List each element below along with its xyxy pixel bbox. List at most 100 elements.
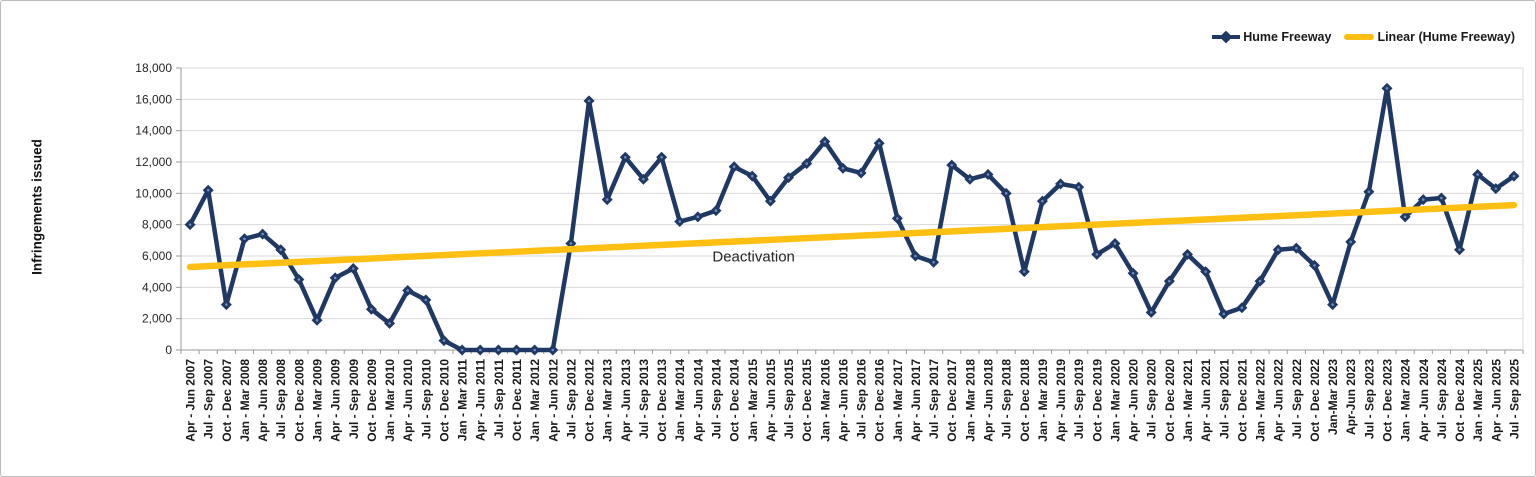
x-tick-label: Jan - Mar 2022 xyxy=(1254,359,1268,442)
y-tick-label: 10,000 xyxy=(135,186,172,200)
x-tick-label: Jan - Mar 2024 xyxy=(1399,359,1413,442)
x-tick-label: Oct - Dec 2020 xyxy=(1163,359,1177,442)
x-tick-label: Jan - Mar 2015 xyxy=(746,359,760,442)
x-tick-label: Jul - Sep 2016 xyxy=(855,359,869,439)
y-tick-label: 6,000 xyxy=(142,249,172,263)
x-tick-label: Apr - Jun 2013 xyxy=(619,359,633,442)
x-tick-label: Jan - Mar 2010 xyxy=(383,359,397,442)
trend-line xyxy=(186,201,1518,271)
x-tick-label: Jul - Sep 2020 xyxy=(1145,359,1159,439)
x-tick-label: Apr - Jun 2011 xyxy=(474,359,488,441)
legend: Hume Freeway Linear (Hume Freeway) xyxy=(1212,30,1515,44)
x-tick-label: Oct - Dec 2021 xyxy=(1235,359,1249,442)
x-tick-label: Jul - Sep 2011 xyxy=(492,359,506,439)
legend-item-hume-freeway: Hume Freeway xyxy=(1212,30,1331,44)
x-tick-label: Oct - Dec 2007 xyxy=(220,359,234,442)
x-tick-label: Apr - Jun 2024 xyxy=(1417,359,1431,442)
x-tick-label: Apr-Jun 2023 xyxy=(1344,359,1358,435)
x-tick-label: Jan - Mar 2014 xyxy=(673,359,687,442)
y-tick-label: 16,000 xyxy=(135,92,172,106)
x-tick-label: Apr - Jun 2025 xyxy=(1489,359,1503,442)
y-axis-labels: 0 2,000 4,000 6,000 8,000 10,000 12,000 14,000 1… xyxy=(135,61,172,357)
x-tick-label: Jul - Sep 2010 xyxy=(419,359,433,439)
x-tick-label: Jul - Sep 2024 xyxy=(1435,359,1449,439)
x-tick-label: Oct - Dec 2012 xyxy=(583,359,597,442)
x-tick-label: Jul - Sep 2008 xyxy=(274,359,288,439)
x-tick-label: Jul - Sep 2017 xyxy=(927,359,941,439)
x-tick-label: Jul - Sep 2022 xyxy=(1290,359,1304,439)
x-axis-labels: Apr - Jun 2007 Jul - Sep 2007 Oct - Dec 20… xyxy=(184,359,1522,442)
legend-label-series: Hume Freeway xyxy=(1243,30,1332,44)
x-tick-label: Oct - Dec 2024 xyxy=(1453,359,1467,442)
x-tick-label: Apr - Jun 2007 xyxy=(184,359,198,442)
x-tick-label: Apr - Jun 2021 xyxy=(1199,359,1213,442)
x-tick-label: Oct - Dec 2010 xyxy=(437,359,451,442)
x-tick-label: Apr - Jun 2008 xyxy=(256,359,270,442)
x-tick-label: Oct - Dec 2008 xyxy=(292,359,306,442)
x-tick-label: Oct - Dec 2009 xyxy=(365,359,379,442)
y-tick-label: 12,000 xyxy=(135,155,172,169)
y-tick-label: 4,000 xyxy=(142,280,172,294)
x-tick-label: Jan - Mar 2009 xyxy=(311,359,325,442)
x-tick-label: Apr - Jun 2015 xyxy=(764,359,778,442)
x-tick-label: Jan - Mar 2020 xyxy=(1108,359,1122,442)
x-tick-label: Jan - Mar 2012 xyxy=(528,359,542,442)
x-tick-label: Jul - Sep 2012 xyxy=(564,359,578,439)
x-tick-label: Jan-Mar 2023 xyxy=(1326,359,1340,435)
x-tick-label: Apr - Jun 2014 xyxy=(691,359,705,442)
x-tick-label: Apr - Jun 2022 xyxy=(1272,359,1286,442)
x-tick-label: Oct - Dec 2019 xyxy=(1090,359,1104,442)
x-tick-label: Apr - Jun 2019 xyxy=(1054,359,1068,442)
y-tick-label: 0 xyxy=(165,343,172,357)
x-tick-label: Jul - Sep 2025 xyxy=(1507,359,1521,439)
x-tick-label: Jul - Sep 2009 xyxy=(347,359,361,439)
x-tick-label: Jul - Sep 2014 xyxy=(709,359,723,439)
x-tick-label: Jul - Sep 2015 xyxy=(782,359,796,439)
legend-item-linear-trend: Linear (Hume Freeway) xyxy=(1344,30,1515,44)
y-tick-label: 14,000 xyxy=(135,124,172,138)
x-tick-label: Jan - Mar 2016 xyxy=(818,359,832,442)
x-tick-label: Oct - Dec 2014 xyxy=(728,359,742,442)
x-tick-label: Oct - Dec 2018 xyxy=(1018,359,1032,442)
y-tick-label: 2,000 xyxy=(142,312,172,326)
x-tick-label: Jan - Mar 2008 xyxy=(238,359,252,442)
legend-line-swatch xyxy=(1212,30,1241,44)
legend-label-trend: Linear (Hume Freeway) xyxy=(1377,30,1515,44)
y-tick-label: 8,000 xyxy=(142,218,172,232)
x-axis-ticks xyxy=(180,350,1524,354)
x-tick-label: Jan - Mar 2018 xyxy=(963,359,977,442)
x-tick-label: Oct - Dec 2013 xyxy=(655,359,669,442)
x-tick-label: Apr - Jun 2010 xyxy=(401,359,415,442)
x-tick-label: Oct - Dec 2011 xyxy=(510,359,524,441)
x-tick-label: Oct - Dec 2023 xyxy=(1380,359,1394,442)
annotation-deactivation: Deactivation xyxy=(712,248,795,266)
legend-diamond-marker-icon xyxy=(1219,30,1233,44)
x-tick-label: Oct - Dec 2022 xyxy=(1308,359,1322,442)
x-tick-label: Jan - Mar 2013 xyxy=(601,359,615,442)
x-tick-label: Oct - Dec 2016 xyxy=(873,359,887,442)
x-tick-label: Jul - Sep 2013 xyxy=(637,359,651,439)
x-tick-label: Jul - Sep 2021 xyxy=(1217,359,1231,439)
legend-trend-swatch xyxy=(1344,34,1375,40)
x-tick-label: Oct - Dec 2017 xyxy=(945,359,959,442)
x-tick-label: Apr - Jun 2017 xyxy=(909,359,923,442)
x-tick-label: Jan - Mar 2011 xyxy=(456,359,470,441)
x-tick-label: Apr - Jun 2009 xyxy=(329,359,343,442)
x-tick-label: Jul - Sep 2018 xyxy=(1000,359,1014,439)
x-tick-label: Jul - Sep 2019 xyxy=(1072,359,1086,439)
y-axis-title: Infringements issued xyxy=(29,139,45,275)
x-tick-label: Jan - Mar 2025 xyxy=(1471,359,1485,442)
data-series-hume-freeway xyxy=(184,82,1520,356)
x-tick-label: Apr - Jun 2018 xyxy=(982,359,996,442)
x-tick-label: Apr - Jun 2016 xyxy=(836,359,850,442)
x-tick-label: Jan - Mar 2019 xyxy=(1036,359,1050,442)
x-tick-label: Jan - Mar 2017 xyxy=(891,359,905,442)
x-tick-label: Apr - Jun 2012 xyxy=(546,359,560,442)
gridlines xyxy=(176,67,1524,351)
x-tick-label: Jul - Sep 2023 xyxy=(1362,359,1376,439)
x-tick-label: Apr - Jun 2020 xyxy=(1127,359,1141,442)
x-tick-label: Jul - Sep 2007 xyxy=(202,359,216,439)
x-tick-label: Oct - Dec 2015 xyxy=(800,359,814,442)
